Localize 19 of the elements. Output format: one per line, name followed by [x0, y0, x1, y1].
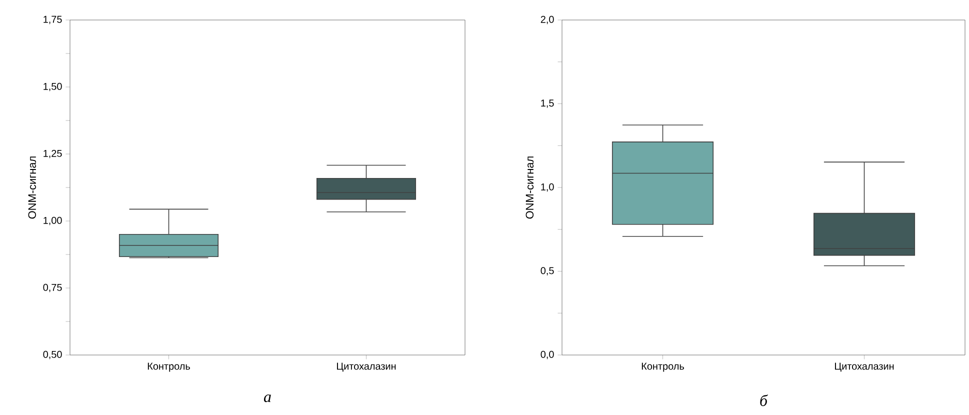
y-tick-label: 0,75 [43, 284, 62, 292]
text: а [264, 394, 271, 402]
y-axis-title: ONM-сигнал [526, 156, 534, 219]
y-tick-label: 1,5 [541, 100, 554, 108]
y-tick-label: 1,0 [541, 183, 554, 192]
y-tick-label: 1,00 [44, 216, 62, 226]
y-tick-label: 0,50 [43, 350, 62, 360]
y-tick-label: 1,25 [44, 150, 62, 158]
x-tick-label: Цитохалазин [337, 362, 396, 372]
text: б [760, 394, 768, 406]
y-tick-label: 2,0 [540, 16, 554, 24]
x-tick-label: Контроль [148, 362, 190, 372]
x-tick-label: Контроль [642, 362, 684, 372]
y-tick-label: 1,75 [44, 16, 62, 24]
x-tick-label: Цитохалазин [835, 362, 894, 372]
y-tick-label: 0,5 [540, 267, 554, 276]
y-tick-label: 0,0 [540, 350, 554, 360]
y-axis-title: ONM-сигнал [28, 156, 36, 219]
y-tick-label: 1,50 [44, 82, 62, 92]
